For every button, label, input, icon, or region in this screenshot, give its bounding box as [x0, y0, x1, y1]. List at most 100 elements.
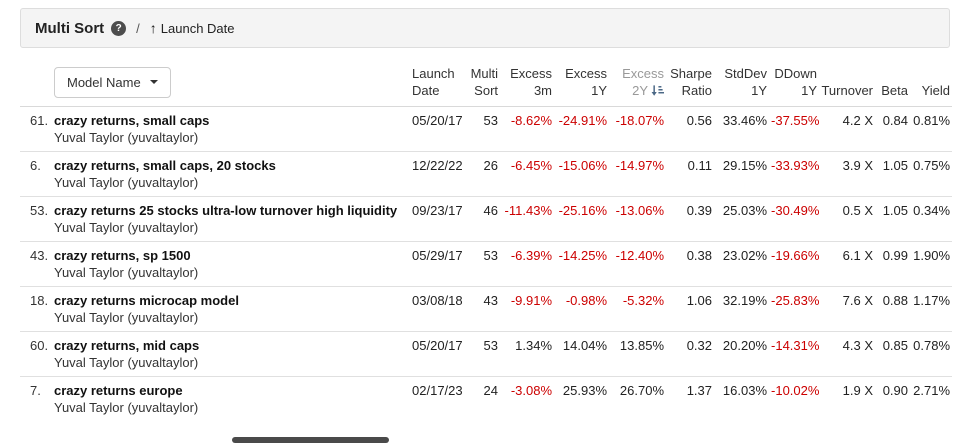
beta-cell: 1.05 — [875, 196, 911, 242]
yield-cell: 0.78% — [910, 331, 953, 377]
excess-1y-cell: 14.04% — [554, 331, 610, 377]
model-cell: crazy returns europe Yuval Taylor (yuval… — [50, 377, 400, 422]
beta-cell: 0.88 — [875, 286, 911, 332]
turnover-cell: 1.9 X — [842, 383, 874, 398]
yield-cell: 0.81% — [910, 106, 953, 152]
ddown-1y-cell: -10.02% — [771, 383, 820, 398]
column-stddev-1y[interactable]: StdDev 1Y — [714, 57, 770, 107]
stddev-1y-cell: 33.46% — [714, 106, 770, 152]
sharpe-ratio-cell: 1.37 — [686, 383, 713, 398]
column-beta[interactable]: Beta — [875, 57, 911, 107]
model-name-button[interactable]: Model Name — [54, 66, 171, 98]
model-name-link[interactable]: crazy returns, mid caps — [54, 338, 200, 353]
horizontal-scrollbar-thumb[interactable] — [232, 437, 389, 443]
column-excess-1y[interactable]: Excess 1Y — [554, 57, 610, 107]
turnover-cell: 6.1 X — [819, 241, 876, 287]
ddown-1y-cell: -33.93% — [769, 151, 819, 197]
model-cell: crazy returns microcap model Yuval Taylo… — [50, 286, 401, 332]
multi-sort-cell: 53 — [458, 331, 501, 377]
help-icon[interactable]: ? — [111, 20, 127, 36]
turnover-cell: 7.6 X — [819, 286, 876, 332]
beta-cell: 0.99 — [875, 241, 911, 287]
turnover-cell: 0.5 X — [819, 196, 876, 242]
yield-cell: 2.71% — [913, 383, 951, 398]
stddev-1y-cell: 32.19% — [714, 286, 770, 332]
beta-cell: 1.05 — [875, 151, 911, 197]
column-multi-sort[interactable]: Multi Sort — [458, 57, 501, 107]
excess-1y-cell: -15.06% — [554, 151, 610, 197]
table-row: 18. crazy returns microcap model Yuval T… — [20, 286, 953, 332]
excess-2y-cell: 26.70% — [619, 383, 665, 398]
sharpe-ratio-cell: 0.11 — [666, 151, 715, 197]
excess-1y-cell: -24.91% — [554, 106, 610, 152]
model-cell: crazy returns, mid caps Yuval Taylor (yu… — [50, 331, 401, 377]
turnover-cell: 4.2 X — [819, 106, 876, 152]
model-name-link[interactable]: crazy returns, small caps, 20 stocks — [54, 158, 276, 173]
row-rank: 6. — [20, 151, 50, 197]
multi-sort-cell: 24 — [483, 383, 499, 398]
excess-3m-cell: -6.45% — [500, 151, 555, 197]
row-rank: 53. — [20, 196, 50, 242]
model-name-link[interactable]: crazy returns europe — [54, 383, 183, 398]
beta-cell: 0.85 — [875, 331, 911, 377]
table-row: 6. crazy returns, small caps, 20 stocks … — [20, 151, 953, 197]
model-author: Yuval Taylor (yuvaltaylor) — [54, 265, 199, 280]
excess-1y-cell: -14.25% — [554, 241, 610, 287]
excess-2y-cell: -18.07% — [609, 106, 667, 152]
excess-3m-cell: -8.62% — [500, 106, 555, 152]
excess-3m-cell: -6.39% — [500, 241, 555, 287]
stddev-1y-cell: 29.15% — [714, 151, 770, 197]
column-turnover[interactable]: Turnover — [819, 57, 876, 107]
stddev-1y-cell: 25.03% — [714, 196, 770, 242]
table-row: 53. crazy returns 25 stocks ultra-low tu… — [20, 196, 953, 242]
yield-cell: 1.90% — [910, 241, 953, 287]
model-name-link[interactable]: crazy returns, sp 1500 — [54, 248, 191, 263]
panel-header: Multi Sort ? / ↑ Launch Date — [20, 8, 950, 48]
multi-sort-cell: 53 — [458, 241, 501, 287]
table-body: 61. crazy returns, small caps Yuval Tayl… — [20, 106, 953, 422]
model-cell: crazy returns, sp 1500 Yuval Taylor (yuv… — [50, 241, 401, 287]
column-sharpe-ratio[interactable]: Sharpe Ratio — [666, 57, 715, 107]
table-header-row: Model Name Launch Date Multi Sort Excess 3m… — [20, 57, 953, 107]
column-excess-3m[interactable]: Excess 3m — [500, 57, 555, 107]
active-sort-indicator[interactable]: ↑ Launch Date — [150, 21, 235, 36]
model-author: Yuval Taylor (yuvaltaylor) — [54, 130, 199, 145]
row-rank: 7. — [30, 383, 41, 398]
beta-cell: 0.84 — [875, 106, 911, 152]
row-rank: 18. — [20, 286, 50, 332]
row-rank: 43. — [20, 241, 50, 287]
column-launch-date[interactable]: Launch Date — [400, 57, 459, 107]
yield-cell: 1.17% — [910, 286, 953, 332]
model-cell: crazy returns, small caps Yuval Taylor (… — [50, 106, 401, 152]
launch-date-cell: 03/08/18 — [400, 286, 463, 332]
model-cell: crazy returns, small caps, 20 stocks Yuv… — [50, 151, 401, 197]
column-model-name: Model Name — [20, 57, 401, 107]
column-ddown-1y[interactable]: DDown 1Y — [769, 57, 820, 107]
multi-sort-cell: 26 — [458, 151, 501, 197]
excess-2y-cell: -14.97% — [609, 151, 667, 197]
column-yield[interactable]: Yield — [910, 57, 953, 107]
column-excess-2y[interactable]: Excess 2Y — [609, 57, 667, 107]
yield-cell: 0.34% — [910, 196, 953, 242]
launch-date-cell: 09/23/17 — [400, 196, 463, 242]
model-name-link[interactable]: crazy returns, small caps — [54, 113, 210, 128]
excess-3m-cell: -9.91% — [500, 286, 555, 332]
ddown-1y-cell: -14.31% — [769, 331, 819, 377]
sharpe-ratio-cell: 0.39 — [666, 196, 715, 242]
row-rank: 61. — [20, 106, 50, 152]
model-name-link[interactable]: crazy returns microcap model — [54, 293, 239, 308]
active-sort-label: Launch Date — [160, 20, 235, 36]
page-title: Multi Sort — [35, 19, 105, 37]
ddown-1y-cell: -37.55% — [769, 106, 819, 152]
excess-2y-cell: -12.40% — [609, 241, 667, 287]
multi-sort-cell: 43 — [458, 286, 501, 332]
launch-date-cell: 12/22/22 — [400, 151, 463, 197]
stddev-1y-cell: 23.02% — [714, 241, 770, 287]
sharpe-ratio-cell: 0.32 — [666, 331, 715, 377]
caret-down-icon — [149, 80, 158, 84]
model-name-link[interactable]: crazy returns 25 stocks ultra-low turnov… — [54, 203, 398, 218]
excess-1y-cell: -25.16% — [554, 196, 610, 242]
excess-3m-cell: -11.43% — [500, 196, 555, 242]
excess-2y-cell: 13.85% — [609, 331, 667, 377]
turnover-cell: 4.3 X — [819, 331, 876, 377]
